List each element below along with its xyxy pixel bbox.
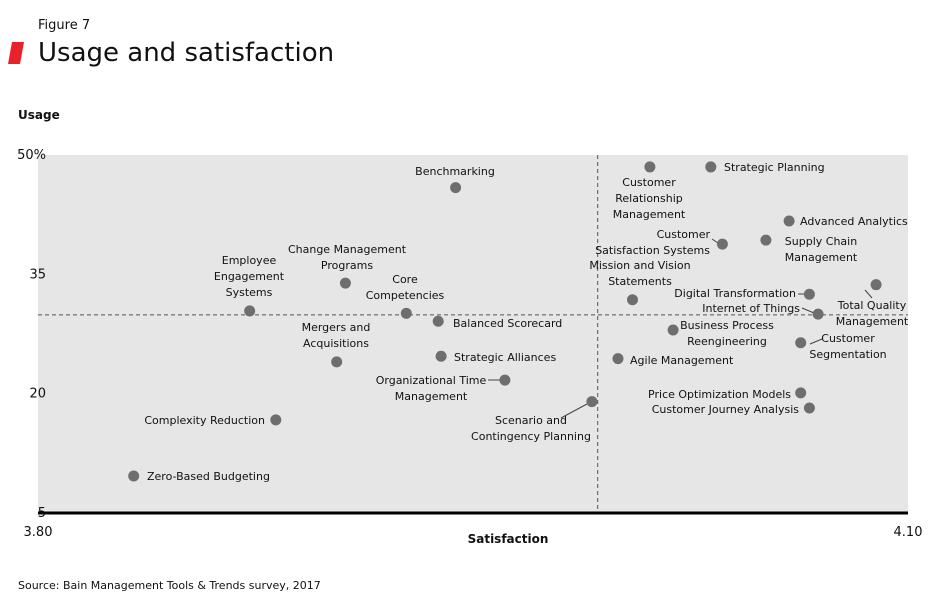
point-label: Customer Relationship Management xyxy=(612,176,686,221)
point-label: Complexity Reduction xyxy=(144,414,265,427)
title-marker xyxy=(8,42,24,64)
point xyxy=(270,414,282,426)
point xyxy=(870,279,882,291)
point-label: Strategic Alliances xyxy=(454,351,557,364)
point-label: Total Quality Management xyxy=(835,299,909,328)
chart-title: Usage and satisfaction xyxy=(38,38,335,68)
point xyxy=(339,277,351,289)
point-label: Mission and Vision Statements xyxy=(589,259,691,288)
point-label: Advanced Analytics xyxy=(800,215,908,228)
point xyxy=(803,402,815,414)
point xyxy=(705,161,717,173)
point-label: Scenario and Contingency Planning xyxy=(471,414,591,443)
point xyxy=(760,234,772,246)
plot-area xyxy=(38,155,908,513)
point-label: Price Optimization Models xyxy=(648,388,791,401)
point xyxy=(783,215,795,227)
y-tick-label: 50% xyxy=(17,148,46,163)
source-note: Source: Bain Management Tools & Trends s… xyxy=(18,579,321,592)
point xyxy=(244,305,256,317)
point xyxy=(586,396,598,408)
x-tick-label: 3.80 xyxy=(24,525,53,540)
point-label: Customer Segmentation xyxy=(809,332,887,361)
point xyxy=(432,315,444,327)
point xyxy=(795,387,807,399)
point-label: Mergers and Acquisitions xyxy=(301,321,371,350)
point-label: Benchmarking xyxy=(415,165,495,178)
point-label: Core Competencies xyxy=(365,273,445,302)
point xyxy=(400,307,412,319)
point xyxy=(795,337,807,349)
point-label: Digital Transformation xyxy=(674,287,796,300)
x-tick-label: 4.10 xyxy=(894,525,923,540)
point xyxy=(667,324,679,336)
point-label: Organizational Time Management xyxy=(375,374,487,403)
point xyxy=(499,374,511,386)
point xyxy=(331,356,343,368)
point-label: Change Management Programs xyxy=(287,243,407,272)
point-label: Employee Engagement Systems xyxy=(213,254,285,299)
point xyxy=(644,161,656,173)
point-label: Zero-Based Budgeting xyxy=(147,470,270,483)
point-label: Customer Journey Analysis xyxy=(651,403,799,416)
point-label: Customer Satisfaction Systems xyxy=(595,228,710,257)
point xyxy=(435,350,447,362)
point xyxy=(716,238,728,250)
point xyxy=(612,353,624,365)
point-label: Business Process Reengineering xyxy=(680,319,774,348)
leader-lines xyxy=(488,238,873,419)
point xyxy=(128,470,140,482)
point xyxy=(803,288,815,300)
point-label: Internet of Things xyxy=(702,302,800,315)
point-label: Supply Chain Management xyxy=(784,235,858,264)
point-label: Strategic Planning xyxy=(724,161,825,174)
point xyxy=(450,182,462,194)
y-tick-label: 35 xyxy=(29,267,46,282)
point xyxy=(812,308,824,320)
x-axis-label: Satisfaction xyxy=(467,532,549,546)
point xyxy=(627,294,638,306)
point-label: Agile Management xyxy=(630,354,734,367)
point-label: Balanced Scorecard xyxy=(453,317,563,330)
y-tick-label: 20 xyxy=(29,387,46,402)
y-axis-label: Usage xyxy=(18,108,60,122)
figure-label: Figure 7 xyxy=(38,18,91,33)
